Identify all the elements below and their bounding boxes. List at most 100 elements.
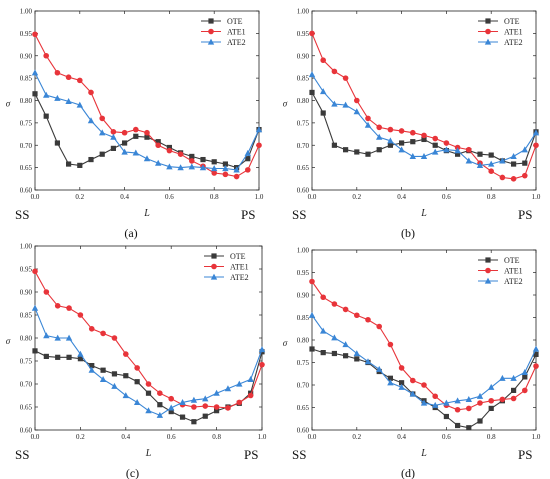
data-point [398, 383, 405, 390]
legend-marker [208, 28, 214, 35]
panel-label: (a) [124, 226, 137, 240]
data-point [31, 304, 39, 311]
data-point [179, 399, 186, 405]
x-tick-label: 0.4 [397, 193, 406, 201]
data-point [309, 30, 315, 37]
data-point [213, 404, 220, 410]
data-point [87, 117, 95, 124]
data-point [465, 157, 472, 164]
side-label-ss: SS [292, 447, 306, 462]
data-point [376, 365, 383, 372]
data-point [202, 413, 208, 419]
data-point [454, 147, 461, 154]
y-tick-label: 0.70 [297, 382, 310, 390]
legend-marker [210, 273, 218, 280]
data-point [122, 140, 128, 146]
data-point [199, 164, 207, 171]
data-point [488, 405, 494, 411]
data-point [443, 140, 450, 146]
side-label-ss: SS [292, 207, 306, 222]
data-point [111, 371, 118, 377]
data-point [387, 341, 394, 348]
data-point [54, 140, 60, 146]
x-tick-label: 0.2 [75, 193, 84, 201]
legend-marker [485, 267, 491, 274]
data-point [522, 160, 528, 166]
data-point [353, 108, 360, 115]
data-point [522, 387, 528, 394]
data-point [123, 351, 129, 357]
data-point [65, 334, 73, 341]
data-point [99, 376, 107, 382]
x-tick-label: 0.8 [487, 193, 496, 201]
data-point [376, 124, 383, 131]
data-point [43, 332, 50, 339]
data-point [65, 74, 72, 81]
data-point [211, 165, 218, 172]
x-tick-label: 0.8 [487, 433, 496, 441]
series-ate1 [309, 278, 539, 413]
x-tick-label: 0.8 [210, 193, 219, 201]
y-tick-label: 1.00 [20, 8, 33, 16]
legend-label: ATE2 [504, 277, 523, 286]
x-tick-label: 0.0 [308, 193, 317, 201]
y-tick-label: 1.00 [297, 247, 310, 255]
data-point [168, 409, 174, 415]
data-point [65, 97, 72, 104]
y-tick-label: 0.85 [297, 314, 310, 322]
y-tick-label: 0.95 [297, 269, 310, 277]
data-point [376, 133, 383, 140]
data-point [488, 397, 495, 404]
data-point [77, 77, 83, 84]
x-tick-label: 0.4 [121, 433, 130, 441]
data-point [331, 68, 338, 75]
data-point [354, 97, 360, 104]
data-point [191, 419, 197, 425]
series-ote [309, 346, 539, 431]
data-point [308, 311, 316, 318]
x-tick-label: 0.6 [442, 193, 451, 201]
data-point [77, 350, 84, 357]
data-point [387, 126, 394, 133]
x-tick-label: 0.0 [31, 193, 40, 201]
data-point [342, 306, 349, 313]
data-point [155, 139, 161, 145]
y-tick-label: 0.85 [20, 312, 33, 320]
data-point [145, 407, 152, 414]
data-point [532, 129, 540, 136]
data-point [168, 395, 174, 402]
data-point [421, 382, 427, 388]
data-point [76, 101, 83, 108]
x-tick-label: 0.2 [352, 433, 361, 441]
data-point [398, 365, 405, 371]
legend-marker [211, 253, 217, 259]
data-point [331, 142, 337, 148]
x-tick-label: 1.0 [532, 193, 541, 201]
y-axis-label: σ [283, 338, 288, 348]
data-point [255, 126, 263, 133]
data-point [43, 353, 49, 359]
y-axis-label: σ [6, 336, 11, 346]
data-point [121, 148, 128, 155]
data-point [410, 139, 416, 145]
data-point [211, 170, 217, 176]
y-tick-label: 0.85 [297, 75, 310, 83]
x-tick-label: 0.2 [352, 193, 361, 201]
data-point [247, 376, 254, 382]
data-point [455, 422, 461, 429]
data-point [342, 341, 349, 348]
data-point [100, 330, 106, 337]
data-point [499, 374, 506, 381]
data-point [387, 142, 393, 148]
data-point [387, 137, 394, 144]
chart-panel-b: 0.60 0.65 0.70 0.75 0.80 0.85 0.90 0.95 1.00 0.0 0… [283, 8, 541, 241]
data-point [409, 153, 416, 160]
y-tick-label: 0.80 [20, 335, 33, 343]
data-point [133, 126, 139, 133]
data-point [133, 133, 139, 139]
data-point [200, 156, 206, 163]
data-point [245, 167, 251, 173]
